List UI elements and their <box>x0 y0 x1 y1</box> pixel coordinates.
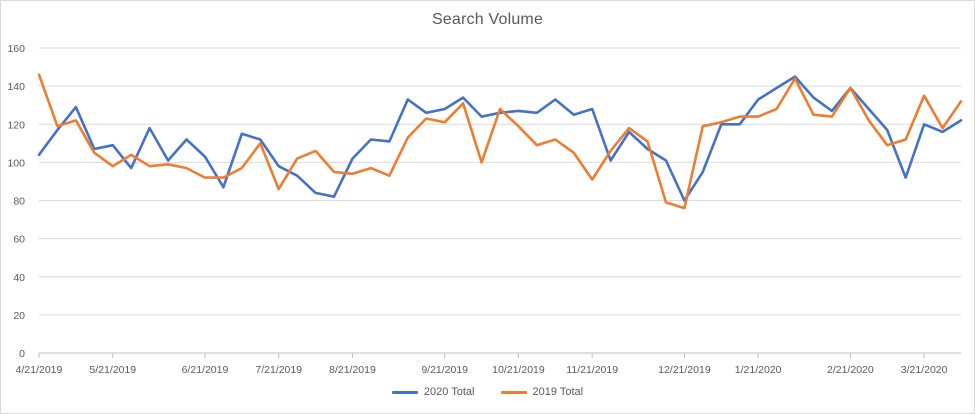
chart-title: Search Volume <box>431 11 544 28</box>
x-tick-label: 3/21/2020 <box>901 364 948 376</box>
x-tick-label: 7/21/2019 <box>255 364 302 376</box>
series-line-2020 <box>37 75 963 202</box>
legend-item-2020: 2020 Total <box>391 386 475 398</box>
y-tick-label: 0 <box>19 348 25 360</box>
y-tick-label: 160 <box>7 43 25 55</box>
x-tick-label: 2/21/2020 <box>827 364 874 376</box>
y-tick-label: 60 <box>13 234 25 246</box>
x-tick-label: 11/21/2019 <box>566 364 618 376</box>
y-tick-label: 100 <box>7 157 25 169</box>
legend: 2020 Total 2019 Total <box>1 386 974 398</box>
y-axis-labels: 0 20 40 60 80 100 120 140 160 <box>7 43 25 360</box>
x-tick-label: 8/21/2019 <box>329 364 376 376</box>
x-tick-label: 6/21/2019 <box>182 364 229 376</box>
y-tick-label: 40 <box>13 272 25 284</box>
x-tick-label: 1/21/2020 <box>735 364 782 376</box>
legend-swatch-2020 <box>391 390 418 394</box>
x-tick-label: 9/21/2019 <box>421 364 468 376</box>
legend-swatch-2019 <box>500 390 527 394</box>
gridlines <box>39 47 961 316</box>
x-axis-labels: 4/21/2019 5/21/2019 6/21/2019 7/21/2019 8/21… <box>16 353 948 376</box>
y-tick-label: 80 <box>13 196 25 208</box>
series-line-2019 <box>37 73 963 210</box>
x-tick-label: 4/21/2019 <box>16 364 63 376</box>
y-tick-label: 140 <box>7 81 25 93</box>
x-tick-label: 5/21/2019 <box>89 364 136 376</box>
legend-item-2019: 2019 Total <box>500 386 584 398</box>
y-tick-label: 120 <box>7 119 25 131</box>
x-tick-label: 10/21/2019 <box>492 364 545 376</box>
series-lines <box>37 73 963 210</box>
legend-label-2019: 2019 Total <box>532 386 584 398</box>
y-tick-label: 20 <box>13 310 25 322</box>
x-tick-label: 12/21/2019 <box>658 364 711 376</box>
legend-label-2020: 2020 Total <box>423 386 475 398</box>
